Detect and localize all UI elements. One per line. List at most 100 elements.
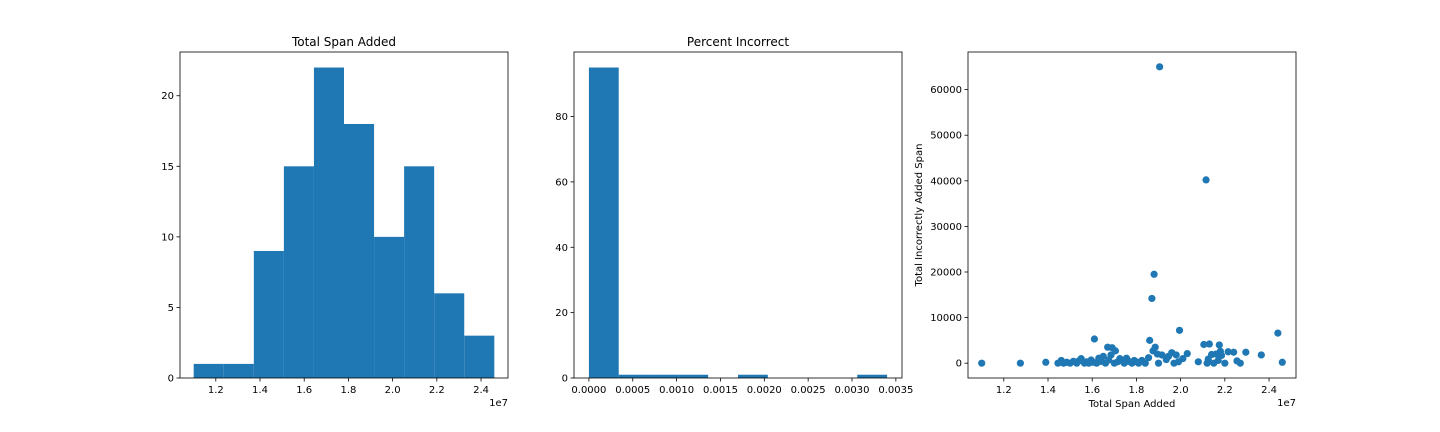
histogram-bar: [404, 166, 435, 378]
x-tick-label: 1.6: [296, 385, 312, 396]
panel-percent-incorrect-histogram: Percent Incorrect 0.0000 0.0005 0.0010 0.00…: [555, 35, 913, 396]
histogram-bar: [344, 123, 375, 378]
axes-frame: [967, 51, 1297, 379]
y-tick-label: 20000: [930, 267, 962, 278]
histogram-bars: [193, 67, 495, 379]
x-offset-label: 1e7: [489, 398, 508, 409]
y-tick-label: 60: [555, 177, 568, 188]
y-tick-label: 0: [168, 374, 174, 385]
scatter-points: [978, 63, 1286, 367]
scatter-point: [1215, 341, 1223, 349]
x-tick-label: 0.0020: [747, 385, 782, 396]
scatter-point: [1242, 348, 1250, 356]
x-tick-label: 1.6: [1084, 385, 1100, 396]
scatter-point: [1183, 350, 1191, 358]
histogram-bar: [618, 374, 649, 378]
panel-total-span-histogram: Total Span Added 1.2 1.4 1.6 1.8 2.0 2.2 2.41e…: [161, 35, 509, 409]
y-tick-label: 10: [161, 232, 174, 243]
y-tick-label: 0: [956, 359, 962, 370]
histogram-bar: [857, 374, 888, 378]
chart-title: Percent Incorrect: [687, 35, 789, 49]
scatter-point: [1150, 270, 1158, 278]
y-tick-label: 50000: [930, 131, 962, 142]
x-tick-label: 0.0005: [615, 385, 650, 396]
scatter-point: [1099, 352, 1107, 360]
histogram-bar: [253, 250, 284, 378]
y-tick-label: 60000: [930, 85, 962, 96]
scatter-point: [1172, 351, 1180, 359]
x-tick-label: 1.4: [1040, 385, 1056, 396]
x-tick-label: 0.0015: [703, 385, 738, 396]
histogram-bar: [313, 67, 344, 379]
scatter-point: [1224, 348, 1232, 356]
histogram-bars: [588, 67, 888, 379]
x-tick-label: 0.0010: [659, 385, 694, 396]
scatter-point: [1111, 347, 1120, 355]
scatter-point: [1274, 329, 1282, 337]
scatter-point: [1200, 340, 1208, 349]
x-tick-label: 2.0: [385, 385, 401, 396]
histogram-bar: [283, 166, 314, 378]
histogram-bar: [588, 67, 619, 379]
scatter-point: [1179, 355, 1187, 363]
x-tick-label: 1.2: [996, 385, 1012, 396]
scatter-point: [1141, 359, 1149, 367]
y-tick-label: 0: [562, 374, 568, 385]
scatter-point: [1205, 340, 1213, 348]
histogram-bar: [678, 374, 709, 378]
y-tick-label: 80: [555, 112, 568, 123]
y-tick-label: 15: [161, 162, 174, 173]
x-tick-label: 0.0000: [571, 385, 606, 396]
scatter-point: [1156, 63, 1164, 71]
scatter-point: [1278, 358, 1286, 366]
x-tick-label: 2.2: [1217, 385, 1233, 396]
histogram-bar: [648, 374, 679, 378]
histogram-bar: [738, 374, 768, 378]
scatter-point: [1257, 351, 1265, 359]
x-tick-label: 1.8: [1128, 385, 1144, 396]
scatter-point: [1146, 336, 1154, 344]
scatter-point: [1016, 359, 1024, 367]
scatter-point: [978, 359, 986, 367]
histogram-bar: [434, 293, 465, 378]
scatter-point: [1151, 343, 1159, 351]
scatter-point: [1158, 351, 1166, 359]
y-axis-label: Total Incorrectly Added Span: [914, 144, 925, 288]
x-tick-label: 2.2: [429, 385, 445, 396]
chart-title: Total Span Added: [291, 35, 396, 49]
axes: 0.0000 0.0005 0.0010 0.0015 0.0020 0.0025 0.00…: [555, 51, 913, 396]
scatter-point: [1221, 359, 1229, 367]
scatter-point: [1175, 326, 1184, 334]
histogram-bar: [464, 335, 495, 378]
histogram-bar: [223, 363, 254, 378]
scatter-point: [1090, 335, 1099, 343]
scatter-point: [1217, 351, 1226, 360]
x-tick-label: 1.8: [340, 385, 356, 396]
x-tick-label: 2.4: [473, 385, 489, 396]
y-tick-label: 5: [168, 303, 174, 314]
y-tick-label: 40: [555, 243, 568, 254]
scatter-point: [1194, 358, 1202, 366]
scatter-point: [1042, 358, 1050, 366]
x-tick-label: 2.0: [1173, 385, 1189, 396]
x-axis-label: Total Span Added: [1088, 399, 1176, 410]
x-tick-label: 0.0030: [835, 385, 870, 396]
histogram-bar: [193, 363, 224, 378]
scatter-point: [1148, 294, 1156, 303]
scatter-point: [1144, 354, 1153, 362]
axes-frame: [179, 51, 509, 379]
axes-frame: [573, 51, 903, 379]
x-tick-label: 0.0035: [878, 385, 913, 396]
x-tick-label: 0.0025: [791, 385, 826, 396]
y-tick-label: 10000: [930, 313, 962, 324]
x-offset-label: 1e7: [1277, 398, 1296, 409]
x-tick-label: 2.4: [1261, 385, 1277, 396]
scatter-point: [1236, 359, 1244, 367]
y-tick-label: 20: [161, 91, 174, 102]
x-tick-label: 1.4: [252, 385, 268, 396]
x-tick-label: 1.2: [208, 385, 224, 396]
y-tick-label: 20: [555, 308, 568, 319]
